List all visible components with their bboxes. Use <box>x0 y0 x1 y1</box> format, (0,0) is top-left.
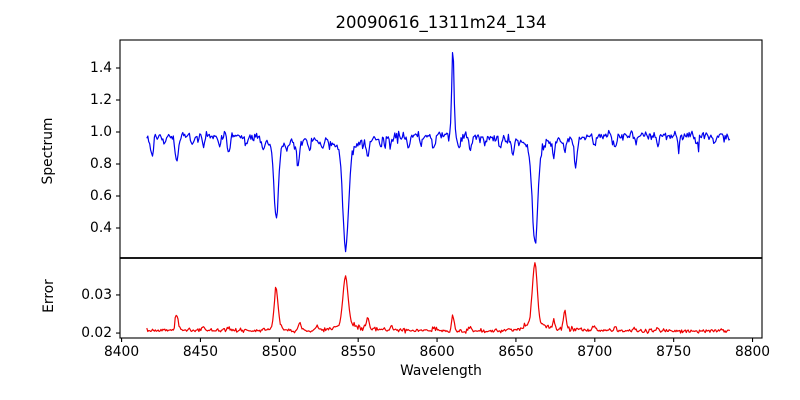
error-line <box>146 262 731 334</box>
chart-title: 20090616_1311m24_134 <box>335 13 547 32</box>
spectrum-axis-label: Spectrum <box>40 117 56 185</box>
x-tick-label: 8700 <box>577 344 613 360</box>
spectrum-y-tick-label: 1.0 <box>90 124 112 140</box>
spectrum-y-tick-label: 1.4 <box>90 60 112 76</box>
spectrum-y-tick-label: 1.2 <box>90 92 112 108</box>
spectrum-line <box>146 52 731 253</box>
error-axis-label: Error <box>41 279 57 313</box>
spectrum-y-tick-label: 0.8 <box>90 156 112 172</box>
error-y-tick-label: 0.02 <box>81 325 112 342</box>
x-tick-label: 8450 <box>182 344 218 360</box>
x-tick-label: 8500 <box>261 344 297 360</box>
x-tick-label: 8400 <box>104 344 140 360</box>
x-tick-label: 8650 <box>498 344 534 360</box>
error-panel-frame <box>119 257 763 339</box>
x-tick-label: 8600 <box>419 344 455 360</box>
x-tick-label: 8750 <box>656 344 692 360</box>
wavelength-axis-label: Wavelength <box>400 363 482 379</box>
error-y-tick-label: 0.03 <box>81 286 112 303</box>
spectrum-y-tick-label: 0.6 <box>90 188 112 204</box>
x-tick-label: 8550 <box>340 344 376 360</box>
x-tick-label: 8800 <box>734 344 771 360</box>
spectrum-y-tick-label: 0.4 <box>90 220 112 236</box>
spectrum-panel-frame <box>119 39 763 259</box>
